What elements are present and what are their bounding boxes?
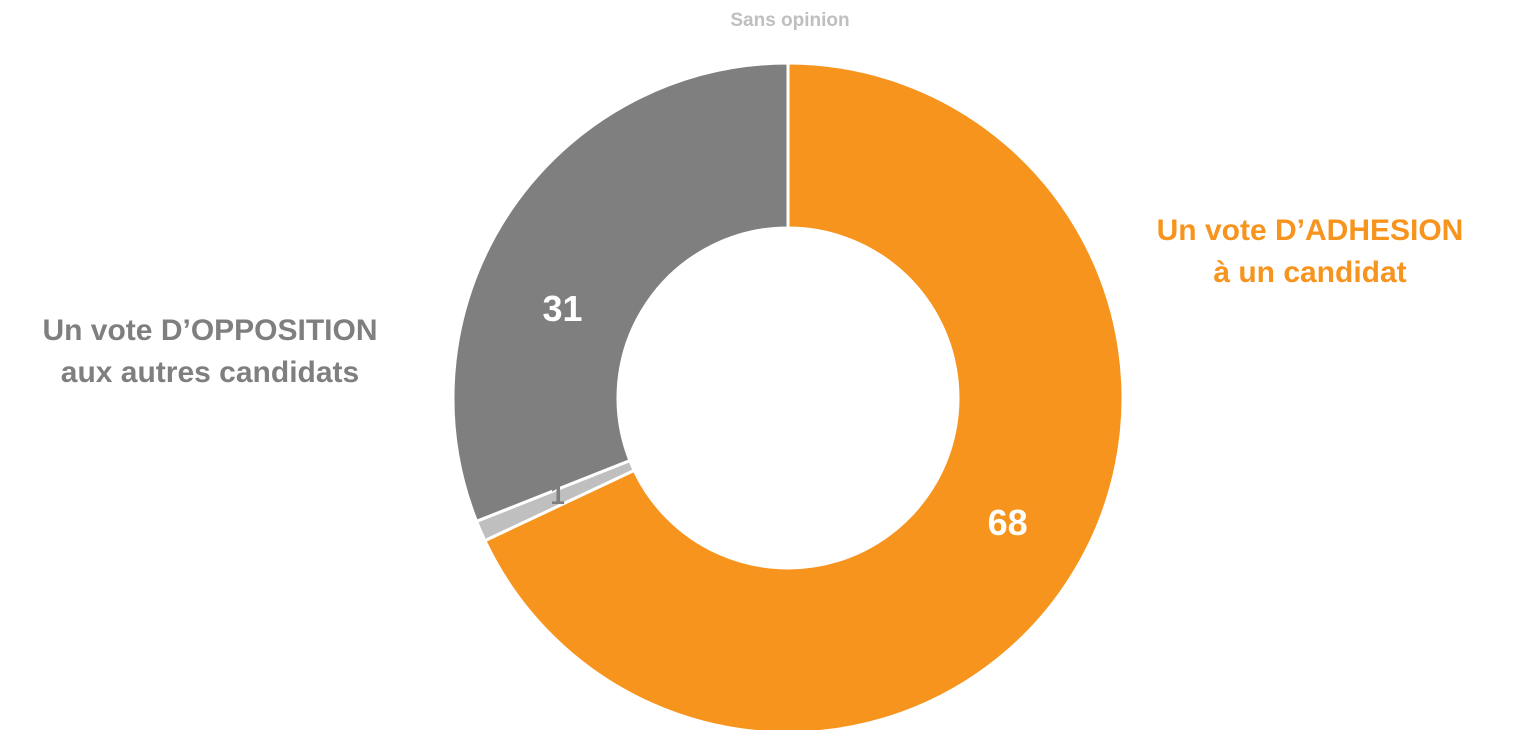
category-label-adhesion: Un vote D’ADHESION à un candidat (1156, 214, 1464, 289)
category-label-opposition: Un vote D’OPPOSITION aux autres candidat… (42, 314, 378, 389)
value-labels: 68 1 31 (542, 288, 1027, 543)
value-label-sans-opinion: 1 (550, 480, 564, 510)
donut-slices (451, 61, 1125, 730)
value-label-adhesion: 68 (988, 502, 1028, 543)
value-label-opposition: 31 (542, 288, 582, 329)
slice-adhesion (482, 61, 1125, 730)
category-label-sans-opinion: Sans opinion (730, 10, 850, 31)
slice-opposition (451, 61, 790, 524)
